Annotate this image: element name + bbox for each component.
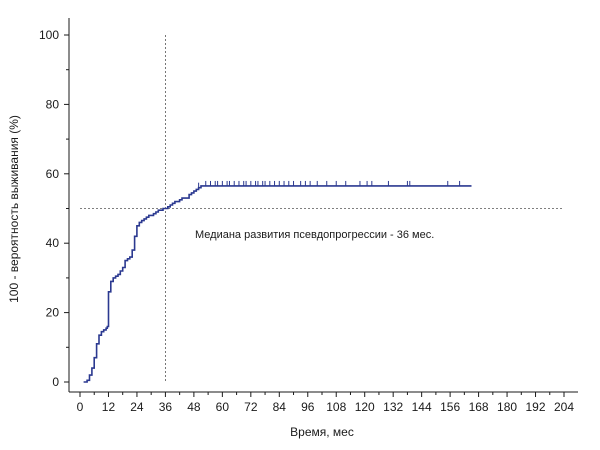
x-tick-label: 84	[273, 400, 287, 414]
y-tick-label: 0	[52, 375, 59, 389]
x-tick-label: 204	[554, 400, 574, 414]
x-tick-label: 72	[244, 400, 258, 414]
x-tick-label: 192	[526, 400, 546, 414]
reference-lines	[80, 35, 564, 382]
x-tick-label: 132	[383, 400, 403, 414]
y-tick-label: 20	[46, 306, 60, 320]
x-tick-label: 36	[159, 400, 173, 414]
x-tick-label: 96	[301, 400, 315, 414]
x-tick-label: 108	[326, 400, 346, 414]
x-tick-label: 144	[412, 400, 432, 414]
y-tick-label: 80	[46, 97, 60, 111]
x-tick-label: 60	[216, 400, 230, 414]
series-line-0	[83, 185, 472, 383]
x-tick-label: 12	[102, 400, 116, 414]
x-tick-label: 0	[77, 400, 84, 414]
censor-marks	[198, 180, 461, 188]
y-tick-label: 100	[39, 28, 59, 42]
y-axis-title: 100 - вероятность выживания (%)	[7, 115, 21, 303]
annotation-median: Медиана развития псевдопрогрессии - 36 м…	[195, 229, 434, 241]
x-tick-label: 120	[355, 400, 375, 414]
x-tick-label: 48	[187, 400, 201, 414]
x-tick-label: 180	[497, 400, 517, 414]
axes	[64, 18, 578, 397]
x-tick-label: 24	[130, 400, 144, 414]
x-axis-title: Время, мес	[290, 425, 354, 439]
series-group	[83, 185, 472, 383]
x-tick-label: 156	[440, 400, 460, 414]
x-tick-label: 168	[469, 400, 489, 414]
tick-labels: 0 20 40 60 80 100 0 12 24 36 48 60 72 84 96 108 120 132 14…	[39, 28, 574, 414]
y-tick-label: 40	[46, 236, 60, 250]
y-tick-label: 60	[46, 167, 60, 181]
